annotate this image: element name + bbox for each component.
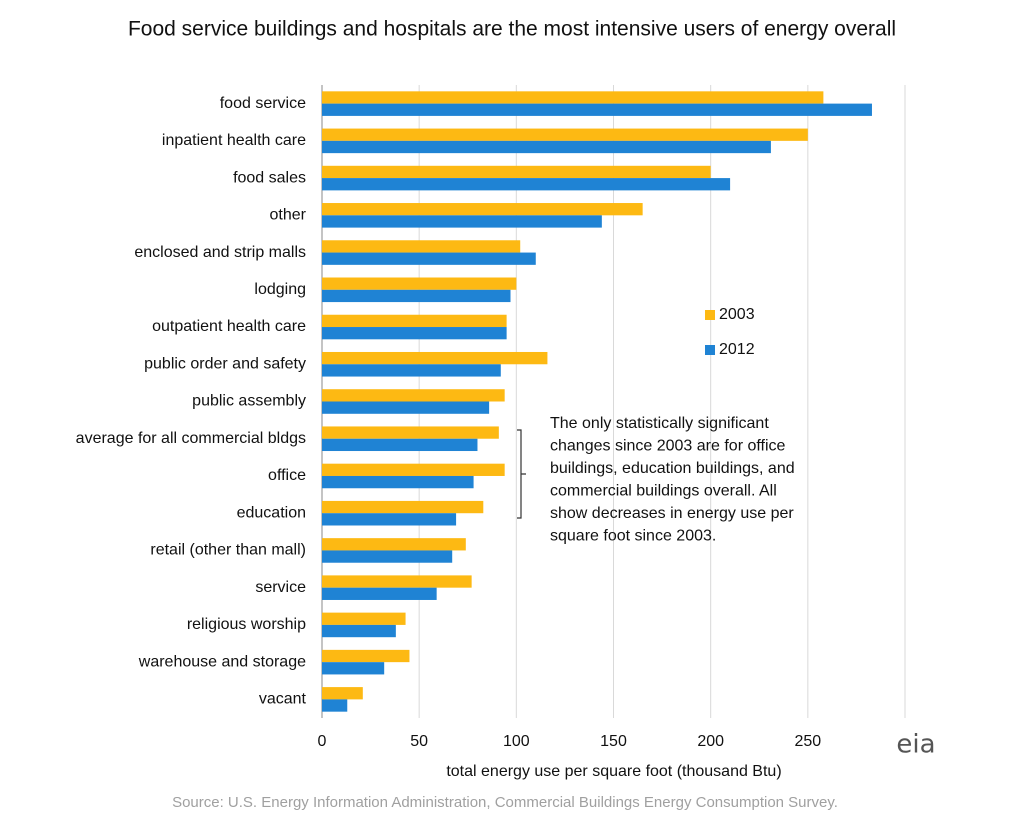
x-tick-label: 100 (503, 733, 530, 750)
y-tick-label: lodging (254, 281, 306, 298)
y-tick-label: retail (other than mall) (150, 542, 306, 559)
x-tick-label: 200 (697, 733, 724, 750)
annotation: changes since 2003 are for office (550, 438, 786, 455)
bar (322, 699, 348, 712)
y-tick-label: average for all commercial bldgs (76, 430, 306, 447)
bar (322, 240, 521, 253)
y-tick-label: education (237, 504, 306, 521)
bar (322, 475, 474, 489)
bar (322, 612, 406, 625)
bar (322, 500, 484, 514)
y-tick-label: religious worship (187, 616, 306, 633)
annotation: buildings, education buildings, and (550, 460, 795, 477)
y-tick-label: food service (220, 95, 306, 112)
y-tick-label: public assembly (192, 393, 306, 410)
bar (322, 463, 505, 476)
chart-title: Food service buildings and hospitals are… (128, 18, 896, 41)
bar (322, 327, 507, 340)
x-axis-label: total energy use per square foot (thousa… (446, 763, 781, 780)
y-tick-label: inpatient health care (162, 132, 306, 149)
legend-swatch (705, 310, 715, 320)
bar (322, 314, 507, 328)
bar (322, 401, 490, 414)
annotation: show decreases in energy use per (550, 505, 794, 522)
x-tick-label: 250 (794, 733, 821, 750)
bar (322, 624, 396, 638)
bracket (517, 429, 526, 519)
bar (322, 538, 466, 551)
bar (322, 103, 872, 116)
bar (322, 277, 517, 290)
annotation: commercial buildings overall. All (550, 483, 777, 500)
bar (322, 550, 453, 563)
x-tick-label: 0 (318, 733, 327, 750)
y-tick-label: public order and safety (144, 355, 306, 372)
bar (322, 513, 457, 526)
bar (322, 687, 363, 700)
x-tick-label: 50 (410, 733, 428, 750)
bar (322, 91, 824, 104)
legend-swatch (705, 345, 715, 355)
y-tick-label: office (268, 467, 306, 484)
logo: eia (896, 730, 935, 760)
bar (322, 389, 505, 402)
y-tick-label: warehouse and storage (138, 653, 306, 670)
bar (322, 662, 385, 675)
bar (322, 128, 808, 141)
bar (322, 215, 602, 228)
bar (322, 140, 771, 154)
bar (322, 426, 499, 439)
bar (322, 252, 536, 265)
bar (322, 351, 548, 365)
source: Source: U.S. Energy Information Administ… (172, 794, 838, 811)
y-tick-label: outpatient health care (152, 318, 306, 335)
y-tick-label: enclosed and strip malls (134, 244, 306, 261)
bar (322, 178, 731, 191)
bar (322, 165, 711, 179)
y-tick-label: food sales (233, 169, 306, 186)
bar (322, 649, 410, 663)
bar (322, 364, 501, 377)
legend-label: 2012 (719, 341, 755, 358)
bar (322, 203, 643, 216)
bar (322, 575, 472, 588)
legend-label: 2003 (719, 306, 755, 323)
bar (322, 438, 478, 452)
y-tick-label: vacant (259, 691, 307, 708)
annotation: square foot since 2003. (550, 528, 716, 545)
annotation: The only statistically significant (550, 415, 769, 432)
x-tick-label: 150 (600, 733, 627, 750)
y-tick-label: service (255, 579, 306, 596)
bar (322, 289, 511, 303)
y-tick-label: other (270, 207, 307, 224)
bar (322, 587, 437, 600)
